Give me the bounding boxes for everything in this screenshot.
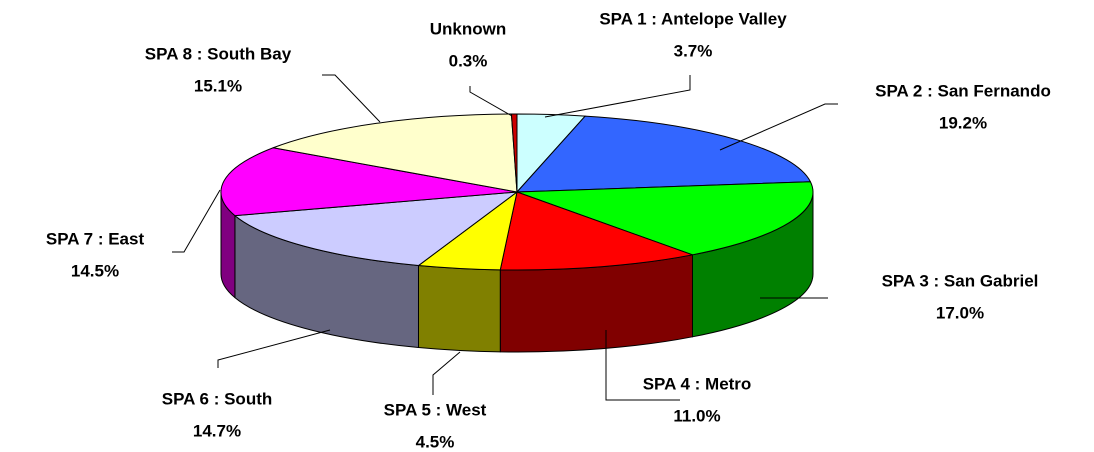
slice-label: SPA 4 : Metro: [643, 374, 752, 393]
leader-line: [322, 74, 381, 123]
leader-line: [719, 103, 838, 151]
leader-line: [432, 351, 461, 395]
slice-value-label: 0.3%: [449, 51, 488, 70]
leader-line: [469, 86, 513, 117]
slice-value-label: 11.0%: [673, 406, 720, 425]
leader-line: [217, 329, 331, 368]
slice-value-label: 14.7%: [193, 421, 241, 440]
slice-value-label: 3.7%: [674, 41, 713, 60]
slice-label: SPA 3 : San Gabriel: [882, 271, 1039, 290]
slice: [272, 113, 518, 193]
leader-line: [605, 330, 680, 401]
slice-value-label: 17.0%: [936, 303, 984, 322]
slice: [516, 181, 814, 256]
slice: [499, 191, 693, 271]
slice-value-label: 19.2%: [939, 113, 987, 132]
slice-value-label: 15.1%: [194, 76, 242, 95]
slice: [234, 191, 518, 267]
slice-label: SPA 8 : South Bay: [145, 44, 292, 63]
slice-value-label: 14.5%: [71, 261, 119, 280]
slice: [510, 113, 518, 193]
slice-value-label: 4.5%: [416, 432, 455, 451]
slice-label: SPA 7 : East: [46, 229, 145, 248]
slice-label: Unknown: [430, 19, 507, 38]
slice-label: SPA 2 : San Fernando: [875, 81, 1051, 100]
slice: [516, 115, 811, 193]
slice-label: SPA 1 : Antelope Valley: [599, 9, 787, 28]
leader-line: [172, 189, 221, 253]
slice-side: [417, 265, 501, 353]
slice-label: SPA 5 : West: [384, 400, 487, 419]
leader-line: [544, 75, 691, 118]
slice-label: SPA 6 : South: [162, 389, 273, 408]
slice: [220, 147, 518, 217]
